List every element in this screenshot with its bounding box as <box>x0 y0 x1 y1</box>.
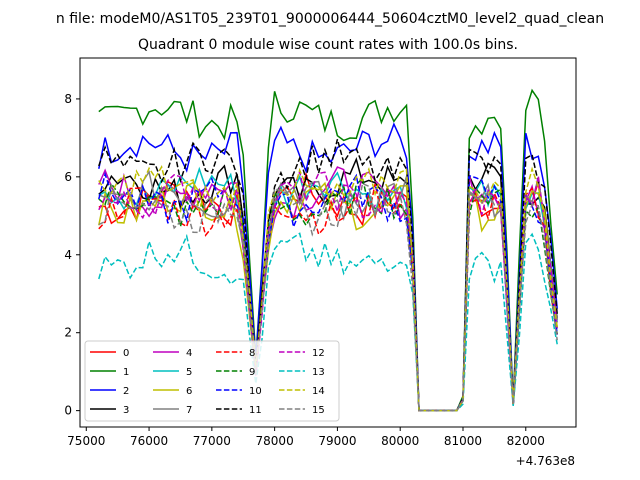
legend-label-10: 10 <box>249 386 262 397</box>
y-tick-label: 6 <box>64 170 72 184</box>
legend-label-7: 7 <box>186 405 192 416</box>
legend-label-1: 1 <box>123 367 129 378</box>
series-line-11 <box>98 139 558 412</box>
legend-label-6: 6 <box>186 386 192 397</box>
plot-frame <box>79 57 577 428</box>
x-tick-label: 80000 <box>381 434 419 448</box>
x-tick-label: 81000 <box>444 434 482 448</box>
chart-title: Quadrant 0 module wise count rates with … <box>138 37 518 53</box>
series-line-9 <box>98 176 558 412</box>
y-tick-label: 2 <box>64 326 72 340</box>
series-layer <box>98 88 558 412</box>
legend-label-0: 0 <box>123 348 129 359</box>
legend-label-15: 15 <box>312 405 325 416</box>
x-tick-label: 79000 <box>318 434 356 448</box>
figure-suptitle: n file: modeM0/AS1T05_239T01_9000006444_… <box>56 11 604 27</box>
x-tick-label: 82000 <box>507 434 545 448</box>
x-tick-label: 78000 <box>256 434 294 448</box>
series-line-10 <box>98 171 558 412</box>
series-line-13 <box>98 232 558 412</box>
legend-label-12: 12 <box>312 348 325 359</box>
y-tick-label: 8 <box>64 92 72 106</box>
legend-label-4: 4 <box>186 348 192 359</box>
legend-label-3: 3 <box>123 405 129 416</box>
legend-label-13: 13 <box>312 367 325 378</box>
series-line-1 <box>98 88 558 412</box>
x-tick-label: 77000 <box>193 434 231 448</box>
x-tick-label: 76000 <box>130 434 168 448</box>
y-tick-label: 0 <box>64 404 72 418</box>
x-offset-label: +4.763e8 <box>516 454 575 468</box>
legend-label-5: 5 <box>186 367 192 378</box>
legend-label-8: 8 <box>249 348 255 359</box>
axis-ticks: 75000 76000 77000 78000 79000 80000 81000 82000… <box>64 92 545 448</box>
legend-box <box>84 340 340 422</box>
legend-label-14: 14 <box>312 386 325 397</box>
legend-label-9: 9 <box>249 367 255 378</box>
legend-label-2: 2 <box>123 386 129 397</box>
series-line-14 <box>98 165 558 412</box>
x-tick-label: 75000 <box>67 434 105 448</box>
series-line-5 <box>98 166 558 412</box>
series-line-15 <box>98 182 558 412</box>
y-tick-label: 4 <box>64 248 72 262</box>
legend-label-11: 11 <box>249 405 262 416</box>
